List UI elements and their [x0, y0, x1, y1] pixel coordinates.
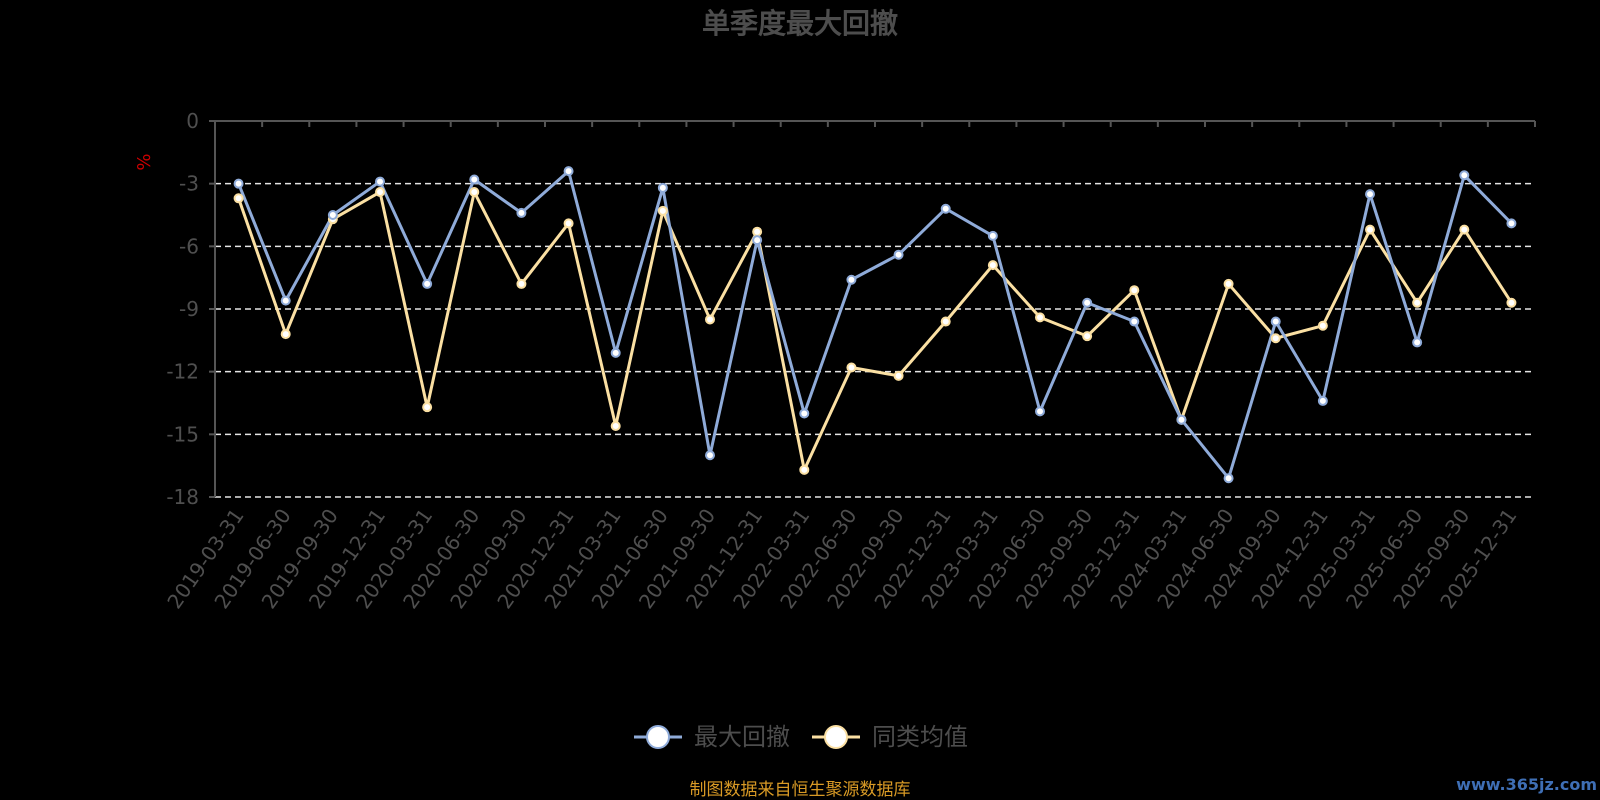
- series-line-1: [237, 190, 1513, 472]
- data-point-series-1[interactable]: [469, 187, 480, 198]
- data-point-series-0[interactable]: [610, 347, 621, 358]
- data-point-series-1[interactable]: [1082, 331, 1093, 342]
- data-point-series-0[interactable]: [1365, 189, 1375, 200]
- data-point-series-0[interactable]: [752, 235, 763, 246]
- legend-marker: [824, 725, 848, 749]
- y-tick-label: 0: [186, 109, 199, 133]
- data-point-series-1[interactable]: [799, 464, 810, 475]
- y-axis-unit-label: %: [134, 153, 155, 170]
- data-point-series-1[interactable]: [846, 362, 857, 373]
- data-point-series-1[interactable]: [987, 260, 998, 271]
- y-tick-label: -12: [166, 360, 199, 384]
- data-point-series-0[interactable]: [1317, 395, 1328, 406]
- data-point-series-0[interactable]: [1223, 473, 1234, 484]
- data-point-series-0[interactable]: [940, 203, 951, 214]
- y-tick-label: -3: [179, 172, 199, 196]
- axes: [209, 120, 1536, 498]
- y-tick-label: -18: [166, 485, 199, 509]
- data-point-series-1[interactable]: [705, 314, 715, 325]
- data-point-series-1[interactable]: [752, 226, 763, 237]
- data-point-series-0[interactable]: [1459, 170, 1470, 181]
- data-point-series-1[interactable]: [422, 402, 433, 413]
- x-axis-ticks: 2019-03-312019-06-302019-09-302019-12-31…: [162, 504, 1521, 613]
- data-point-series-1[interactable]: [516, 278, 527, 289]
- data-point-series-0[interactable]: [563, 166, 574, 177]
- y-tick-label: -9: [179, 297, 199, 321]
- y-tick-label: -15: [166, 422, 199, 446]
- data-point-series-0[interactable]: [1035, 406, 1045, 417]
- data-point-series-0[interactable]: [1506, 218, 1517, 229]
- data-point-series-0[interactable]: [516, 207, 527, 218]
- chart-title: 单季度最大回撤: [702, 7, 898, 40]
- data-source-note: 制图数据来自恒生聚源数据库: [690, 780, 911, 800]
- data-point-series-1[interactable]: [610, 420, 621, 431]
- data-point-series-1[interactable]: [233, 193, 244, 204]
- series-points: [233, 166, 1517, 484]
- data-point-series-0[interactable]: [1270, 316, 1281, 327]
- data-point-series-0[interactable]: [1129, 316, 1140, 327]
- data-point-series-0[interactable]: [327, 210, 338, 220]
- data-point-series-1[interactable]: [1365, 224, 1375, 235]
- data-point-series-0[interactable]: [1412, 337, 1423, 348]
- legend: 最大回撤 同类均值: [634, 723, 968, 751]
- data-point-series-0[interactable]: [799, 408, 810, 419]
- y-axis-ticks: 0 -3 -6 -9 -12 -15 -18: [166, 109, 199, 509]
- data-point-series-1[interactable]: [375, 187, 385, 198]
- data-point-series-0[interactable]: [233, 178, 244, 189]
- data-point-series-0[interactable]: [1176, 414, 1187, 425]
- data-point-series-0[interactable]: [375, 176, 385, 187]
- y-tick-label: -6: [179, 234, 199, 258]
- data-point-series-1[interactable]: [940, 316, 951, 327]
- legend-item-0[interactable]: 最大回撤: [634, 723, 790, 751]
- legend-item-1[interactable]: 同类均值: [812, 723, 968, 751]
- data-point-series-1[interactable]: [1035, 312, 1045, 323]
- data-point-series-1[interactable]: [1412, 297, 1423, 308]
- data-point-series-0[interactable]: [1082, 297, 1093, 308]
- series-line-0: [237, 169, 1513, 480]
- data-point-series-1[interactable]: [563, 218, 574, 229]
- data-point-series-0[interactable]: [469, 174, 480, 185]
- data-point-series-1[interactable]: [1129, 285, 1140, 296]
- data-point-series-0[interactable]: [280, 295, 291, 306]
- data-point-series-1[interactable]: [1459, 224, 1470, 235]
- data-point-series-0[interactable]: [422, 278, 433, 289]
- data-point-series-1[interactable]: [657, 205, 668, 216]
- legend-marker: [646, 725, 670, 749]
- data-point-series-0[interactable]: [846, 274, 857, 285]
- data-point-series-1[interactable]: [1270, 333, 1281, 344]
- data-point-series-1[interactable]: [893, 370, 904, 381]
- data-point-series-1[interactable]: [1506, 297, 1517, 308]
- data-point-series-0[interactable]: [987, 230, 998, 241]
- data-point-series-0[interactable]: [657, 182, 668, 193]
- legend-label: 最大回撤: [694, 723, 790, 751]
- legend-label: 同类均值: [872, 723, 968, 751]
- data-point-series-0[interactable]: [705, 450, 715, 461]
- data-point-series-1[interactable]: [1317, 320, 1328, 331]
- data-point-series-1[interactable]: [280, 329, 291, 340]
- watermark: www.365jz.com: [1456, 775, 1597, 794]
- series-lines: [237, 169, 1513, 480]
- data-point-series-1[interactable]: [1223, 278, 1234, 289]
- data-point-series-0[interactable]: [893, 249, 904, 260]
